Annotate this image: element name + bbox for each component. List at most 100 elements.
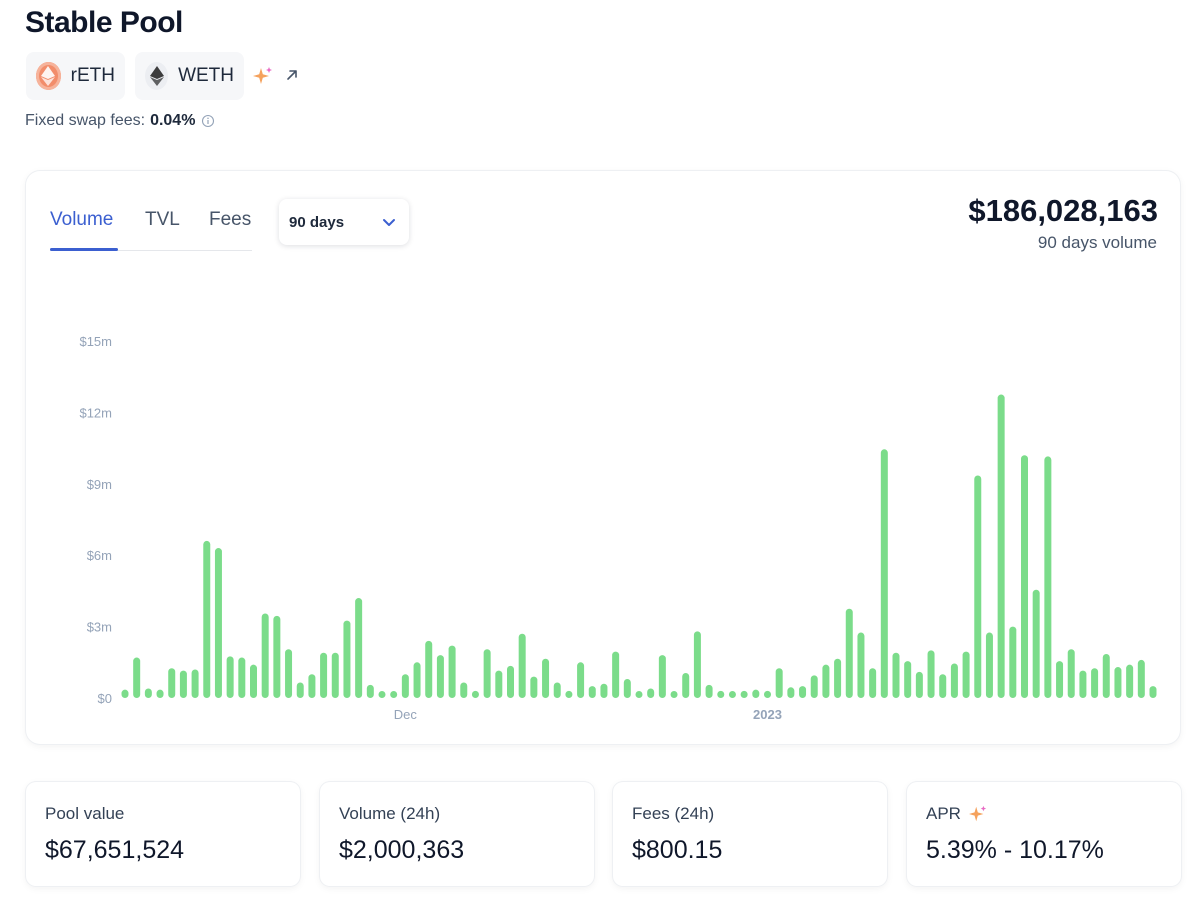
volume-bar[interactable] bbox=[658, 655, 666, 698]
tab-fees[interactable]: Fees bbox=[209, 209, 252, 230]
info-icon[interactable] bbox=[201, 114, 215, 128]
volume-bar[interactable] bbox=[869, 668, 877, 698]
volume-bar[interactable] bbox=[495, 670, 503, 698]
volume-bar[interactable] bbox=[717, 690, 725, 698]
volume-bar[interactable] bbox=[728, 691, 736, 698]
volume-bar[interactable] bbox=[705, 684, 713, 698]
volume-bar[interactable] bbox=[366, 684, 374, 698]
volume-bar[interactable] bbox=[775, 668, 783, 698]
volume-bar[interactable] bbox=[331, 652, 339, 698]
volume-bar[interactable] bbox=[623, 678, 631, 698]
volume-bar[interactable] bbox=[518, 633, 526, 698]
volume-bar[interactable] bbox=[1056, 661, 1064, 698]
volume-bar[interactable] bbox=[226, 656, 234, 698]
volume-bar[interactable] bbox=[565, 690, 573, 698]
volume-bar[interactable] bbox=[378, 691, 386, 698]
volume-bar[interactable] bbox=[588, 686, 596, 698]
volume-bar[interactable] bbox=[261, 613, 269, 698]
volume-bar[interactable] bbox=[1091, 668, 1099, 698]
volume-bar[interactable] bbox=[857, 632, 865, 698]
volume-bar[interactable] bbox=[553, 682, 561, 698]
volume-bar[interactable] bbox=[939, 674, 947, 698]
volume-bar[interactable] bbox=[133, 657, 141, 698]
volume-bar[interactable] bbox=[880, 449, 888, 698]
volume-bar[interactable] bbox=[635, 691, 643, 698]
volume-bar[interactable] bbox=[448, 645, 456, 698]
volume-bar[interactable] bbox=[436, 655, 444, 698]
volume-bar[interactable] bbox=[483, 649, 491, 698]
volume-bar[interactable] bbox=[1102, 653, 1110, 698]
volume-bar[interactable] bbox=[203, 540, 211, 698]
volume-bar[interactable] bbox=[320, 652, 328, 698]
volume-bar[interactable] bbox=[845, 608, 853, 698]
volume-bar[interactable] bbox=[1137, 659, 1145, 698]
volume-bar[interactable] bbox=[647, 688, 655, 698]
volume-bar[interactable] bbox=[787, 687, 795, 698]
volume-bar[interactable] bbox=[577, 662, 585, 698]
volume-bar[interactable] bbox=[343, 620, 351, 698]
volume-bar[interactable] bbox=[507, 665, 514, 698]
volume-bar[interactable] bbox=[1032, 589, 1040, 698]
volume-bar[interactable] bbox=[156, 689, 164, 698]
volume-bar[interactable] bbox=[460, 682, 468, 698]
volume-bar[interactable] bbox=[285, 649, 293, 698]
volume-bar[interactable] bbox=[542, 658, 550, 698]
volume-bar[interactable] bbox=[974, 475, 982, 698]
volume-bar[interactable] bbox=[214, 548, 222, 698]
volume-bar[interactable] bbox=[168, 668, 176, 698]
volume-bar[interactable] bbox=[191, 669, 199, 698]
volume-bar[interactable] bbox=[296, 682, 304, 698]
volume-bar[interactable] bbox=[471, 690, 479, 698]
volume-bar[interactable] bbox=[985, 632, 993, 698]
volume-bar[interactable] bbox=[892, 652, 900, 698]
volume-bar[interactable] bbox=[682, 673, 690, 698]
volume-bar[interactable] bbox=[250, 664, 257, 698]
volume-bar[interactable] bbox=[962, 651, 970, 698]
token-chip-weth[interactable]: WETH bbox=[135, 52, 244, 100]
volume-bar[interactable] bbox=[425, 640, 433, 698]
volume-bar[interactable] bbox=[752, 689, 760, 698]
volume-bar[interactable] bbox=[1009, 626, 1017, 698]
volume-bar[interactable] bbox=[390, 691, 398, 698]
volume-bar[interactable] bbox=[1114, 667, 1122, 698]
token-chip-reth[interactable]: rETH bbox=[26, 52, 125, 100]
volume-bar[interactable] bbox=[740, 690, 748, 698]
tab-tvl[interactable]: TVL bbox=[145, 209, 180, 230]
volume-bar[interactable] bbox=[1044, 456, 1052, 698]
volume-bar[interactable] bbox=[904, 661, 912, 698]
volume-bar[interactable] bbox=[799, 686, 807, 698]
volume-bar[interactable] bbox=[413, 662, 421, 698]
external-link-icon[interactable] bbox=[283, 66, 301, 84]
volume-bar[interactable] bbox=[1021, 455, 1028, 698]
volume-bar[interactable] bbox=[670, 691, 678, 698]
volume-bar[interactable] bbox=[834, 658, 842, 698]
volume-bar[interactable] bbox=[927, 650, 935, 698]
tab-volume[interactable]: Volume bbox=[50, 209, 114, 230]
volume-bar[interactable] bbox=[355, 598, 363, 698]
volume-bar[interactable] bbox=[308, 674, 316, 698]
volume-bar[interactable] bbox=[144, 688, 152, 698]
volume-bar[interactable] bbox=[915, 671, 923, 698]
volume-bar[interactable] bbox=[822, 664, 830, 698]
volume-bar[interactable] bbox=[530, 676, 538, 698]
volume-bar[interactable] bbox=[612, 651, 620, 698]
stat-value: $800.15 bbox=[632, 836, 723, 864]
volume-bar[interactable] bbox=[997, 394, 1005, 698]
volume-bar[interactable] bbox=[179, 670, 187, 698]
volume-bar[interactable] bbox=[950, 663, 958, 698]
volume-bar[interactable] bbox=[1126, 664, 1134, 698]
volume-bar[interactable] bbox=[810, 675, 818, 698]
volume-bar[interactable] bbox=[401, 674, 409, 698]
volume-bar[interactable] bbox=[121, 689, 129, 698]
volume-bar[interactable] bbox=[273, 615, 281, 698]
volume-bar[interactable] bbox=[1079, 670, 1087, 698]
volume-bar[interactable] bbox=[1067, 649, 1075, 698]
range-dropdown[interactable]: 90 days bbox=[279, 199, 409, 245]
volume-bar[interactable] bbox=[764, 690, 771, 698]
sparkle-icon[interactable] bbox=[968, 805, 987, 823]
volume-bar[interactable] bbox=[693, 631, 701, 698]
volume-bar[interactable] bbox=[600, 683, 608, 698]
volume-bar[interactable] bbox=[238, 657, 246, 698]
volume-bar[interactable] bbox=[1149, 686, 1157, 698]
sparkle-icon[interactable] bbox=[253, 66, 273, 86]
